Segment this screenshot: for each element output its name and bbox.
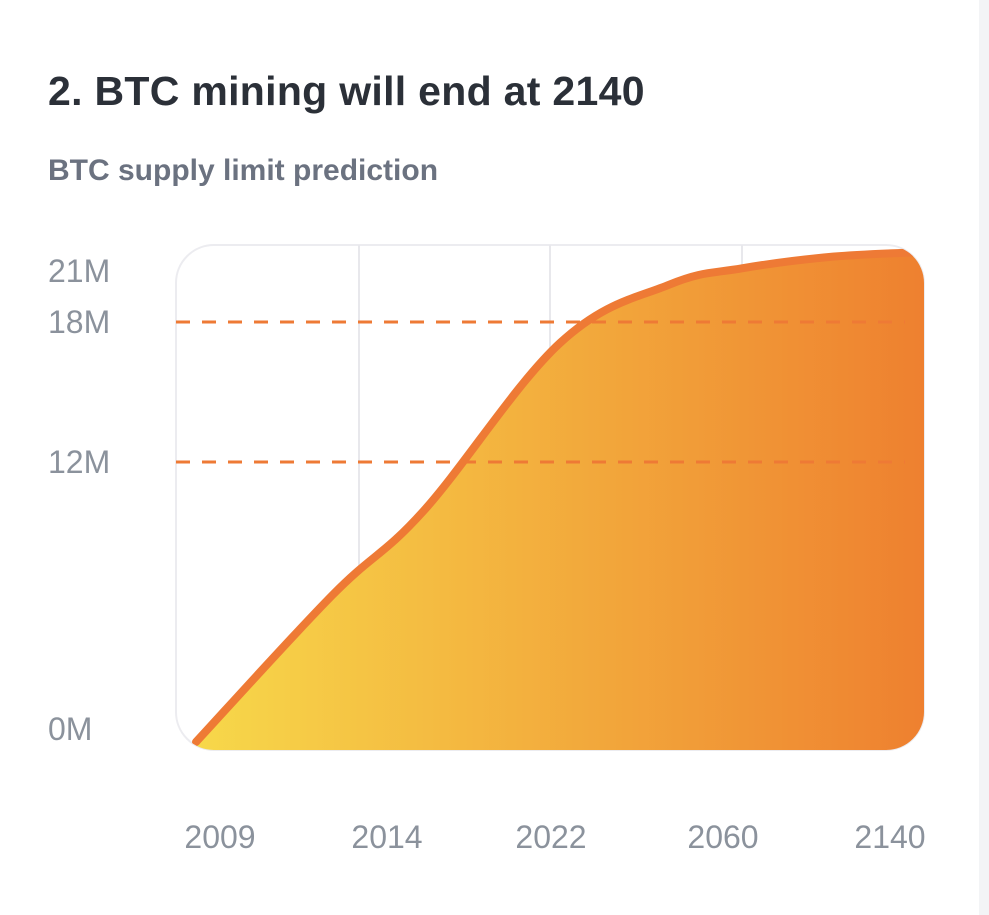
x-tick-label: 2022: [515, 819, 586, 855]
y-tick-label: 12M: [48, 444, 110, 480]
section-title: 2. BTC mining will end at 2140: [48, 68, 645, 114]
chart-subtitle: BTC supply limit prediction: [48, 154, 439, 187]
x-tick-label: 2014: [351, 819, 422, 855]
reference-lines: [176, 320, 905, 464]
x-tick-label: 2060: [687, 819, 758, 855]
supply-line: [192, 248, 924, 746]
x-tick-label: 2140: [854, 819, 925, 855]
y-axis-labels: 21M 18M 12M 0M: [48, 253, 110, 747]
y-tick-label: 0M: [48, 711, 92, 747]
right-scroll-rail: [979, 0, 989, 915]
supply-area: [196, 252, 924, 750]
y-tick-label: 21M: [48, 253, 110, 289]
y-tick-label: 18M: [48, 304, 110, 340]
x-tick-label: 2009: [184, 819, 255, 855]
x-axis-labels: 2009 2014 2022 2060 2140: [184, 819, 925, 855]
